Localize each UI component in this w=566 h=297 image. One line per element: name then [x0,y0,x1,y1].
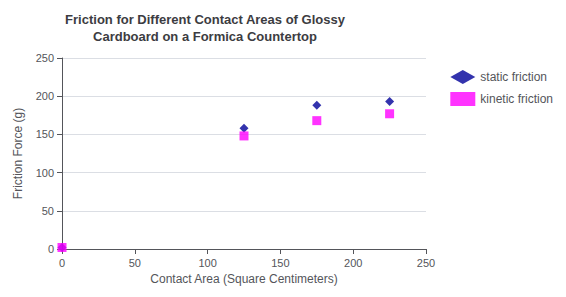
svg-text:50: 50 [42,205,54,217]
svg-text:200: 200 [36,90,54,102]
svg-text:kinetic friction: kinetic friction [480,92,553,106]
svg-text:Cardboard on a Formica Counter: Cardboard on a Formica Countertop [93,29,317,44]
svg-text:150: 150 [271,257,289,269]
svg-text:100: 100 [198,257,216,269]
svg-text:250: 250 [36,52,54,64]
svg-text:50: 50 [129,257,141,269]
svg-text:0: 0 [59,257,65,269]
svg-text:100: 100 [36,167,54,179]
svg-text:250: 250 [417,257,435,269]
svg-text:200: 200 [344,257,362,269]
svg-text:Contact Area (Square Centimete: Contact Area (Square Centimeters) [150,272,337,286]
svg-text:static friction: static friction [480,70,547,84]
svg-text:Friction Force (g): Friction Force (g) [11,108,25,199]
svg-text:Friction for Different Contact: Friction for Different Contact Areas of … [65,12,346,27]
svg-text:0: 0 [48,243,54,255]
svg-text:150: 150 [36,128,54,140]
